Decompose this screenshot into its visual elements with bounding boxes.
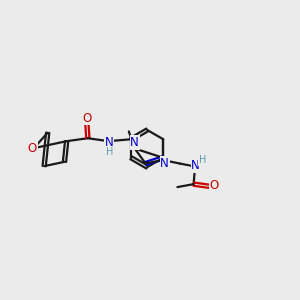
Text: N: N xyxy=(160,157,169,170)
Text: H: H xyxy=(199,155,206,165)
Text: N: N xyxy=(191,159,200,172)
Text: O: O xyxy=(82,112,91,125)
Text: H: H xyxy=(106,147,113,157)
Text: N: N xyxy=(130,136,139,149)
Text: O: O xyxy=(210,179,219,192)
Text: O: O xyxy=(28,142,37,155)
Text: N: N xyxy=(105,136,114,149)
